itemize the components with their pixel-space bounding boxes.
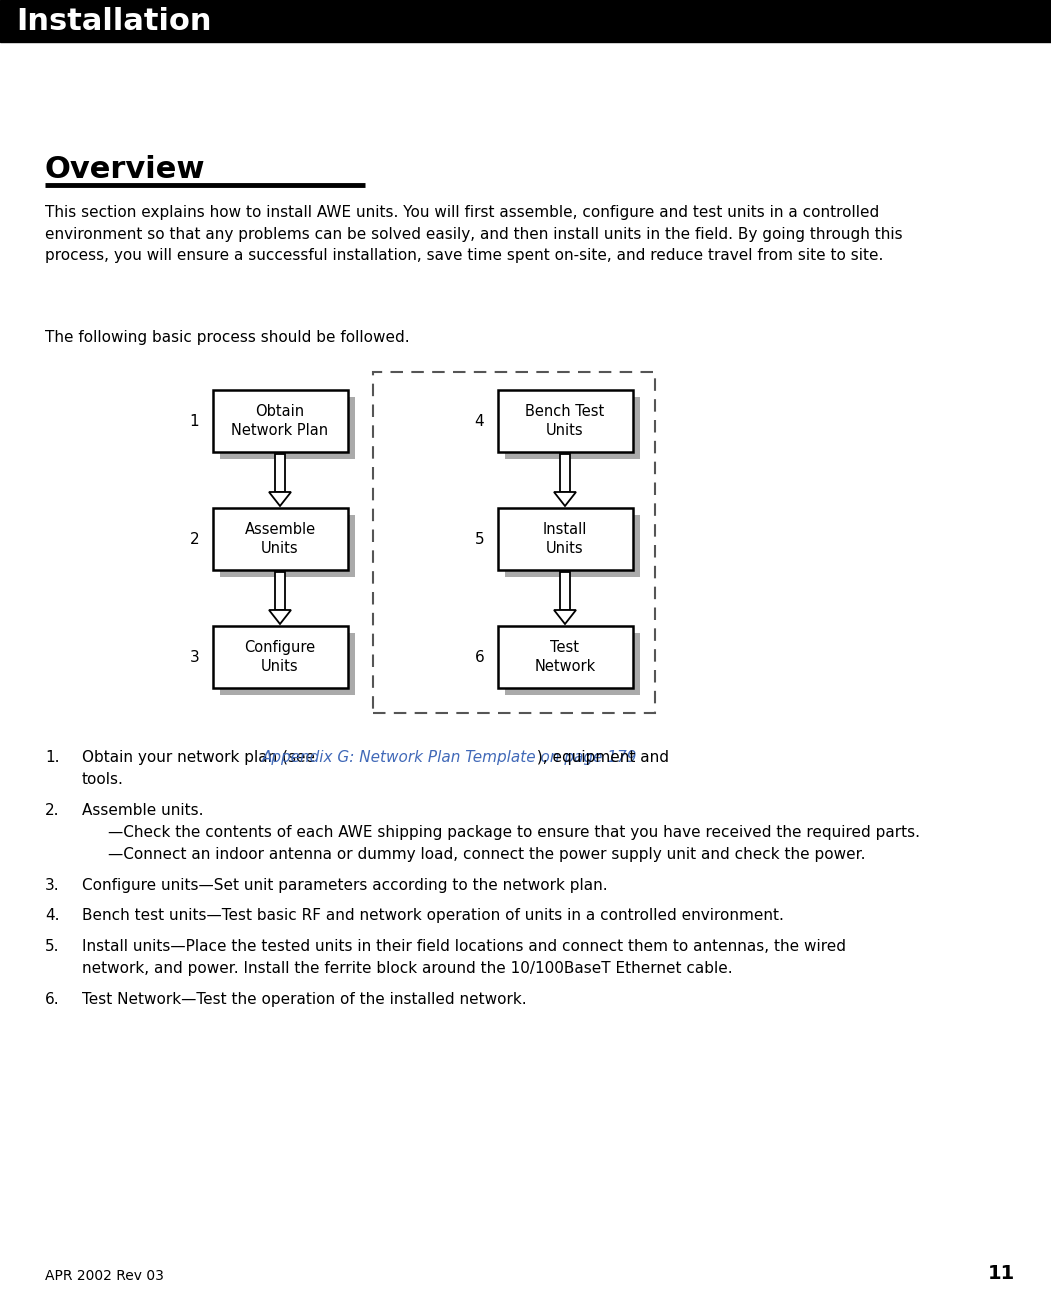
Text: 1.: 1. <box>45 750 60 766</box>
Text: ), equipment and: ), equipment and <box>532 750 669 766</box>
Text: —Check the contents of each AWE shipping package to ensure that you have receive: —Check the contents of each AWE shipping… <box>108 825 920 840</box>
Text: Install
Units: Install Units <box>542 522 588 556</box>
Bar <box>504 633 639 695</box>
Text: The following basic process should be followed.: The following basic process should be fo… <box>45 330 410 345</box>
Text: Assemble
Units: Assemble Units <box>245 522 315 556</box>
Text: Configure
Units: Configure Units <box>245 640 315 674</box>
Bar <box>220 633 354 695</box>
Text: Configure units—Set unit parameters according to the network plan.: Configure units—Set unit parameters acco… <box>82 877 607 893</box>
Text: Obtain your network plan (see: Obtain your network plan (see <box>82 750 320 766</box>
Text: This section explains how to install AWE units. You will first assemble, configu: This section explains how to install AWE… <box>45 205 903 264</box>
Bar <box>504 515 639 577</box>
Bar <box>275 572 285 610</box>
Text: 3: 3 <box>189 649 200 665</box>
Text: Obtain
Network Plan: Obtain Network Plan <box>231 404 329 438</box>
Text: Test Network—Test the operation of the installed network.: Test Network—Test the operation of the i… <box>82 992 527 1007</box>
Text: 6: 6 <box>475 649 485 665</box>
Text: Assemble units.: Assemble units. <box>82 802 204 818</box>
Bar <box>504 397 639 459</box>
Bar <box>372 372 655 713</box>
Text: 11: 11 <box>988 1264 1015 1283</box>
Text: 4.: 4. <box>45 909 60 923</box>
Bar <box>560 572 570 610</box>
Bar <box>275 454 285 492</box>
Bar <box>220 397 354 459</box>
Text: 1: 1 <box>189 413 200 429</box>
Bar <box>497 389 633 452</box>
Text: tools.: tools. <box>82 772 124 787</box>
Text: 4: 4 <box>475 413 485 429</box>
Text: APR 2002 Rev 03: APR 2002 Rev 03 <box>45 1269 164 1283</box>
Text: 6.: 6. <box>45 992 60 1007</box>
Polygon shape <box>554 610 576 624</box>
Bar <box>497 625 633 688</box>
Bar <box>560 454 570 492</box>
Text: Appendix G: Network Plan Template on page 179: Appendix G: Network Plan Template on pag… <box>262 750 638 766</box>
Text: 2: 2 <box>189 531 200 547</box>
Bar <box>212 389 348 452</box>
Text: Test
Network: Test Network <box>534 640 596 674</box>
Bar <box>212 507 348 570</box>
Polygon shape <box>269 610 291 624</box>
Text: 5: 5 <box>475 531 485 547</box>
Polygon shape <box>554 492 576 506</box>
Text: Installation: Installation <box>16 7 211 35</box>
Bar <box>0 0 1051 42</box>
Text: 5.: 5. <box>45 939 60 954</box>
Polygon shape <box>269 492 291 506</box>
Text: —Connect an indoor antenna or dummy load, connect the power supply unit and chec: —Connect an indoor antenna or dummy load… <box>108 847 866 861</box>
Bar <box>220 515 354 577</box>
Text: Install units—Place the tested units in their field locations and connect them t: Install units—Place the tested units in … <box>82 939 846 954</box>
Text: Overview: Overview <box>45 155 206 184</box>
Text: network, and power. Install the ferrite block around the 10/100BaseT Ethernet ca: network, and power. Install the ferrite … <box>82 961 733 977</box>
Bar <box>497 507 633 570</box>
Text: Bench Test
Units: Bench Test Units <box>526 404 604 438</box>
Text: 3.: 3. <box>45 877 60 893</box>
Text: Bench test units—Test basic RF and network operation of units in a controlled en: Bench test units—Test basic RF and netwo… <box>82 909 784 923</box>
Bar <box>212 625 348 688</box>
Text: 2.: 2. <box>45 802 60 818</box>
